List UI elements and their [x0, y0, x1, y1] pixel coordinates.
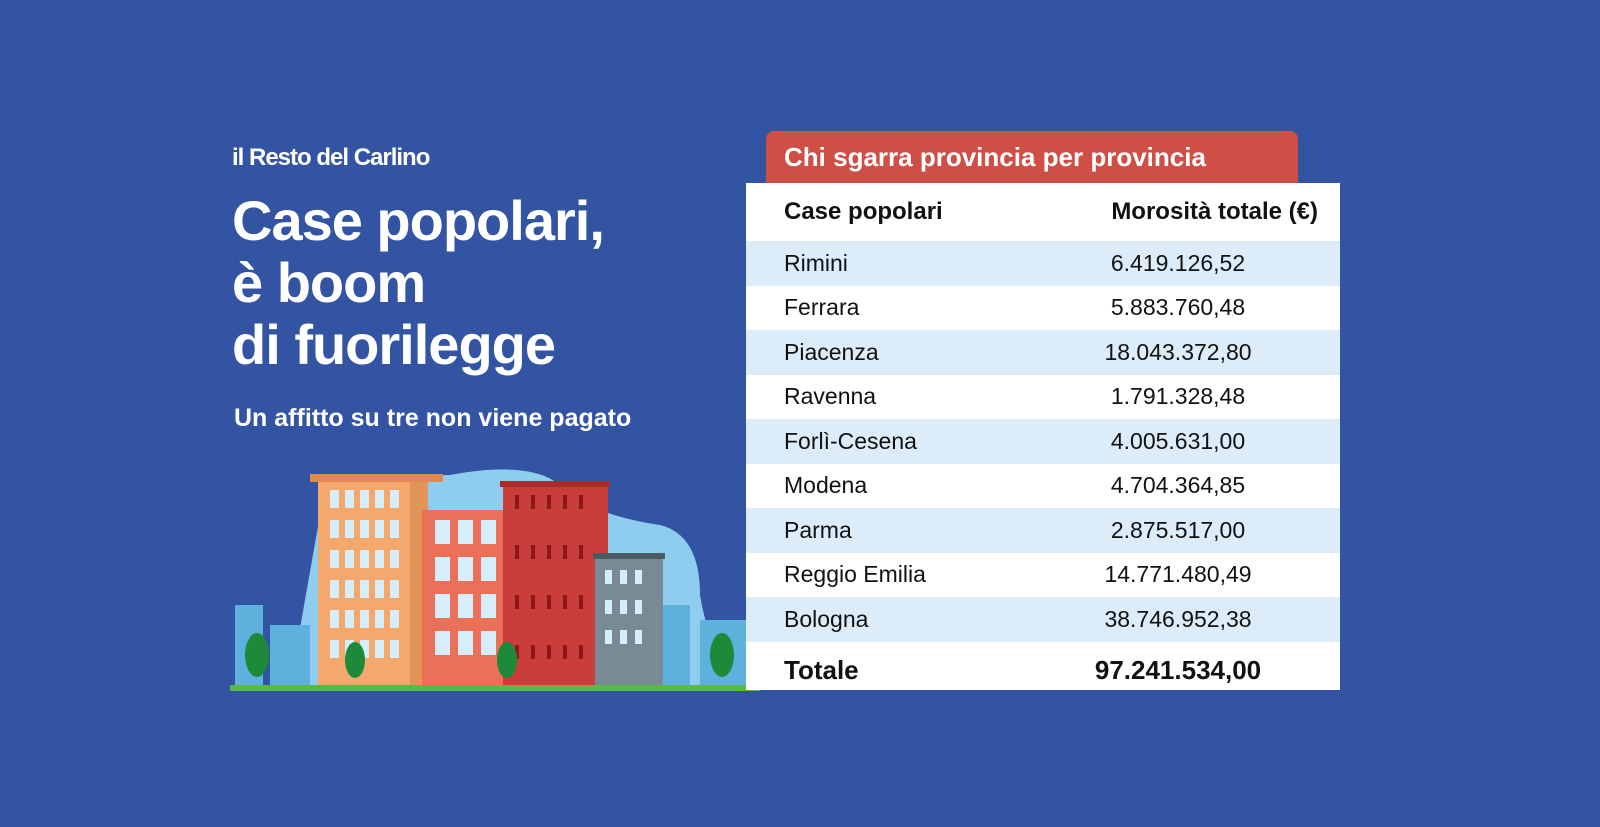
arrears-value: 6.419.126,52: [1110, 249, 1246, 276]
subtitle: Un affitto su tre non viene pagato: [234, 404, 632, 432]
arrears-value: 5.883.760,48: [1110, 294, 1246, 321]
arrears-value: 1.791.328,48: [1110, 383, 1246, 410]
table-row: Reggio Emilia 14.771.480,49: [746, 553, 1340, 598]
table-header-row: Case popolari Morosità totale (€): [746, 183, 1340, 241]
province-name: Reggio Emilia: [784, 561, 926, 588]
table-row: Forlì-Cesena 4.005.631,00: [746, 419, 1340, 464]
province-name: Ferrara: [784, 294, 860, 321]
column-header-arrears: Morosità totale (€): [1111, 198, 1318, 225]
province-name: Parma: [784, 516, 852, 543]
province-name: Bologna: [784, 605, 869, 632]
total-label: Totale: [784, 655, 859, 685]
province-name: Forlì-Cesena: [784, 427, 917, 454]
table-row: Ravenna 1.791.328,48: [746, 375, 1340, 420]
table-row: Modena 4.704.364,85: [746, 464, 1340, 509]
buildings-illustration: [230, 469, 760, 691]
headline-line: è boom: [232, 251, 426, 314]
headline-line: Case popolari,: [232, 189, 605, 252]
province-name: Ravenna: [784, 383, 877, 410]
province-name: Modena: [784, 472, 868, 499]
total-value: 97.241.534,00: [1094, 655, 1262, 685]
table-row: Parma 2.875.517,00: [746, 508, 1340, 553]
headline-line: di fuorilegge: [232, 313, 556, 376]
table-total-row: Totale 97.241.534,00: [746, 642, 1340, 700]
table-row: Ferrara 5.883.760,48: [746, 286, 1340, 331]
arrears-value: 38.746.952,38: [1104, 605, 1252, 632]
arrears-value: 2.875.517,00: [1110, 516, 1246, 543]
arrears-value: 4.005.631,00: [1110, 427, 1246, 454]
province-name: Rimini: [784, 249, 848, 276]
arrears-value: 18.043.372,80: [1104, 338, 1252, 365]
table-row: Piacenza 18.043.372,80: [746, 330, 1340, 375]
brand-logo: il Resto del Carlino: [232, 144, 430, 171]
arrears-value: 14.771.480,49: [1104, 561, 1252, 588]
arrears-table: Case popolari Morosità totale (€) Rimini…: [746, 183, 1340, 690]
column-header-province: Case popolari: [784, 198, 943, 225]
province-name: Piacenza: [784, 338, 879, 365]
arrears-value: 4.704.364,85: [1110, 472, 1246, 499]
table-row: Bologna 38.746.952,38: [746, 597, 1340, 642]
table-row: Rimini 6.419.126,52: [746, 241, 1340, 286]
headline: Case popolari, è boom di fuorilegge: [232, 189, 605, 376]
table-title-tab: Chi sgarra provincia per provincia: [766, 131, 1298, 183]
